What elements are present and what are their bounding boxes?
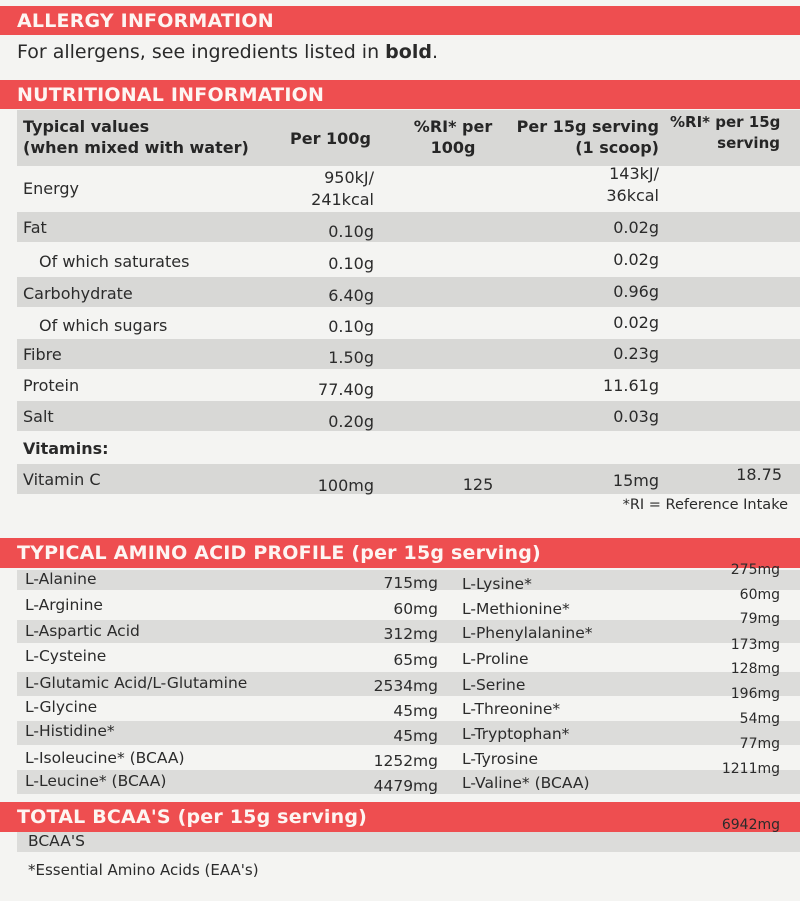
bcaa-heading: TOTAL BCAA'S (per 15g serving): [0, 802, 800, 832]
amino-heading-text: TYPICAL AMINO ACID PROFILE (per 15g serv…: [17, 542, 541, 564]
amino-left-name: L-Histidine*: [25, 722, 115, 740]
vitamin-c-label: Vitamin C: [23, 470, 101, 489]
amino-left-value: 1252mg: [373, 752, 438, 770]
row-fibre-per100: 1.50g: [328, 348, 374, 367]
amino-left-value: 312mg: [383, 625, 438, 643]
row-fat-label: Fat: [23, 218, 47, 237]
col-typical-values: Typical values (when mixed with water): [23, 117, 249, 157]
row-shade: [17, 277, 800, 307]
amino-right-value: 275mg: [730, 562, 780, 578]
amino-left-name: L-Aspartic Acid: [25, 622, 140, 640]
amino-right-value: 79mg: [739, 611, 780, 627]
row-sugars-label: Of which sugars: [39, 316, 168, 335]
eaa-footnote: *Essential Amino Acids (EAA's): [28, 861, 259, 879]
amino-right-name: L-Proline: [462, 650, 529, 668]
amino-left-name: L-Leucine* (BCAA): [25, 772, 167, 790]
col-per-15g-serving: Per 15g serving (1 scoop): [516, 117, 659, 157]
row-salt-label: Salt: [23, 407, 54, 426]
amino-left-name: L-Glycine: [25, 698, 98, 716]
amino-row-shade: [17, 721, 800, 745]
row-protein-per15: 11.61g: [603, 376, 659, 395]
col-per-100g: Per 100g: [290, 129, 371, 148]
row-fat-per15: 0.02g: [613, 218, 659, 237]
amino-row-shade: [17, 770, 800, 794]
amino-left-name: L-Alanine: [25, 570, 97, 588]
amino-right-value: 54mg: [739, 711, 780, 727]
amino-right-name: L-Tyrosine: [462, 750, 539, 768]
row-protein-per100: 77.40g: [318, 380, 374, 399]
energy-per15: 143kJ/ 36kcal: [606, 164, 659, 205]
amino-left-value: 60mg: [393, 600, 438, 618]
vitamins-label: Vitamins:: [23, 439, 109, 458]
bcaa-value: 6942mg: [721, 817, 780, 833]
amino-left-value: 45mg: [393, 727, 438, 745]
vitamin-c-per100: 100mg: [317, 476, 374, 495]
amino-right-name: L-Serine: [462, 676, 526, 694]
amino-row-shade: [17, 570, 800, 590]
vitamin-c-per15: 15mg: [612, 471, 659, 490]
nutrition-heading-text: NUTRITIONAL INFORMATION: [17, 83, 325, 106]
bcaa-heading-text: TOTAL BCAA'S (per 15g serving): [17, 806, 368, 828]
allergy-heading: ALLERGY INFORMATION: [0, 6, 800, 35]
col-ri-per-15g: %RI* per 15g serving: [670, 113, 781, 152]
amino-right-value: 77mg: [739, 736, 780, 752]
amino-right-value: 60mg: [739, 587, 780, 603]
header-row-shade: [17, 110, 800, 166]
amino-right-name: L-Threonine*: [462, 700, 561, 718]
bcaa-label: BCAA'S: [28, 832, 85, 850]
allergy-text: For allergens, see ingredients listed in…: [17, 41, 438, 63]
row-sugars-per100: 0.10g: [328, 317, 374, 336]
amino-right-value: 196mg: [730, 686, 780, 702]
amino-left-name: L-Arginine: [25, 596, 103, 614]
amino-right-name: L-Lysine*: [462, 575, 532, 593]
amino-left-value: 4479mg: [373, 777, 438, 795]
amino-right-name: L-Tryptophan*: [462, 725, 570, 743]
amino-row-shade: [17, 620, 800, 643]
row-sugars-per15: 0.02g: [613, 313, 659, 332]
row-shade: [17, 401, 800, 431]
row-fibre-per15: 0.23g: [613, 344, 659, 363]
amino-left-name: L-Cysteine: [25, 647, 107, 665]
amino-left-value: 65mg: [393, 651, 438, 669]
col-ri-per-100g: %RI* per 100g: [413, 117, 493, 157]
allergy-heading-text: ALLERGY INFORMATION: [17, 9, 274, 32]
vitamin-c-ri15: 18.75: [736, 465, 782, 484]
vitamin-c-ri100: 125: [462, 475, 494, 494]
amino-left-value: 715mg: [383, 574, 438, 592]
amino-right-name: L-Phenylalanine*: [462, 624, 593, 642]
row-carbohydrate-label: Carbohydrate: [23, 284, 133, 303]
row-shade: [17, 212, 800, 242]
row-saturates-per100: 0.10g: [328, 254, 374, 273]
row-saturates-label: Of which saturates: [39, 252, 190, 271]
amino-right-value: 1211mg: [721, 761, 780, 777]
row-salt-per100: 0.20g: [328, 412, 374, 431]
row-shade: [17, 464, 800, 494]
amino-right-name: L-Valine* (BCAA): [462, 774, 590, 792]
amino-row-shade: [17, 672, 800, 696]
bcaa-row-shade: [17, 832, 800, 852]
amino-right-name: L-Methionine*: [462, 600, 570, 618]
row-saturates-per15: 0.02g: [613, 250, 659, 269]
amino-left-name: L-Isoleucine* (BCAA): [25, 749, 185, 767]
row-shade: [17, 339, 800, 369]
nutrition-heading: NUTRITIONAL INFORMATION: [0, 80, 800, 109]
row-salt-per15: 0.03g: [613, 407, 659, 426]
row-carbohydrate-per100: 6.40g: [328, 286, 374, 305]
row-carbohydrate-per15: 0.96g: [613, 282, 659, 301]
amino-right-value: 128mg: [730, 661, 780, 677]
amino-right-value: 173mg: [730, 637, 780, 653]
row-fat-per100: 0.10g: [328, 222, 374, 241]
amino-left-value: 45mg: [393, 702, 438, 720]
ri-footnote: *RI = Reference Intake: [622, 497, 788, 513]
energy-label: Energy: [23, 179, 80, 198]
row-protein-label: Protein: [23, 376, 80, 395]
energy-per100: 950kJ/ 241kcal: [311, 168, 374, 209]
amino-left-value: 2534mg: [373, 677, 438, 695]
amino-heading: TYPICAL AMINO ACID PROFILE (per 15g serv…: [0, 538, 800, 568]
row-fibre-label: Fibre: [23, 345, 62, 364]
amino-left-name: L-Glutamic Acid/L-Glutamine: [25, 674, 248, 692]
